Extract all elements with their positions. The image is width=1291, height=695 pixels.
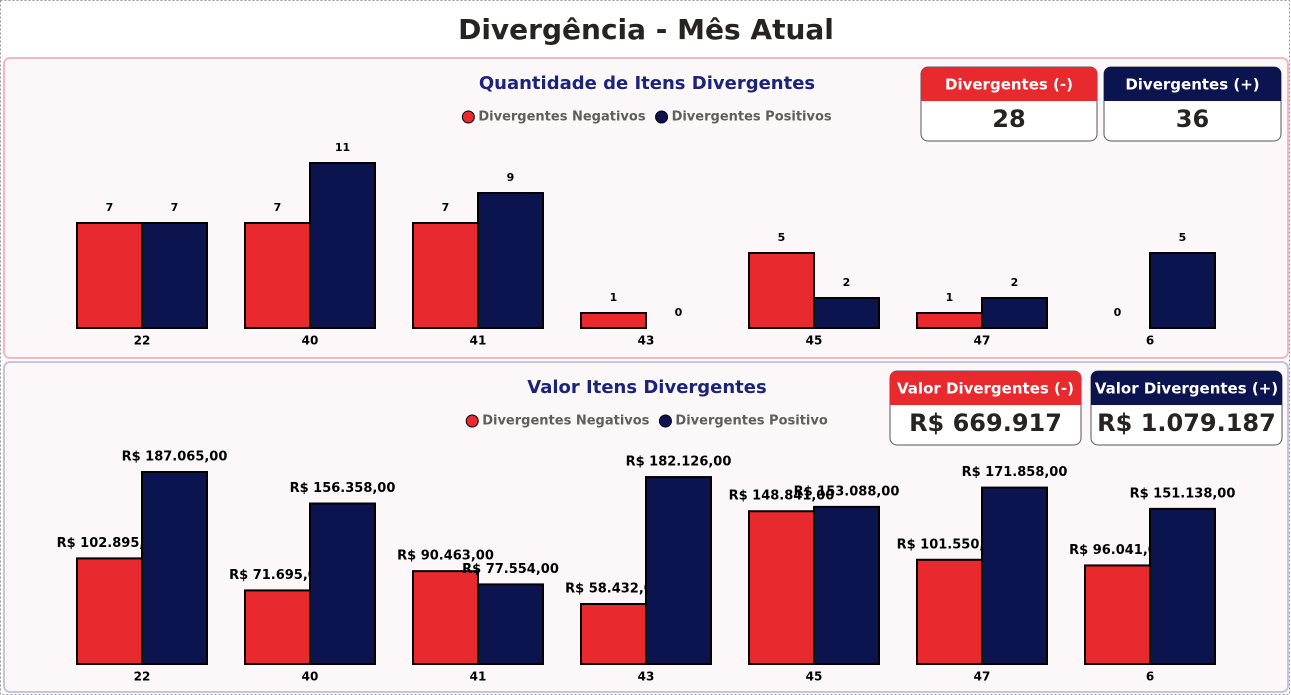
bar xyxy=(916,558,983,666)
bar xyxy=(141,222,208,329)
legend-label: Divergentes Negativos xyxy=(478,110,645,125)
legend: Divergentes Negativos Divergentes Positiv… xyxy=(461,110,832,125)
bar xyxy=(412,222,479,329)
bar xyxy=(580,312,647,329)
x-tick-label: 43 xyxy=(638,670,655,684)
x-tick-label: 47 xyxy=(974,670,991,684)
legend-label: Divergentes Negativos xyxy=(482,414,649,429)
bar xyxy=(76,222,143,329)
card-value: R$ 1.079.187 xyxy=(1097,409,1276,437)
bar xyxy=(244,589,311,665)
legend-marker xyxy=(655,110,669,124)
card-label: Valor Divergentes (-) xyxy=(897,380,1074,398)
x-tick-label: 22 xyxy=(134,670,151,684)
bar xyxy=(580,603,647,665)
value-label: 7 xyxy=(442,201,450,214)
bar xyxy=(813,505,880,665)
value-label: 1 xyxy=(610,291,618,304)
value-label: R$ 171.858,00 xyxy=(962,465,1068,480)
value-label: 9 xyxy=(507,171,515,184)
bar xyxy=(645,476,712,666)
bar xyxy=(748,510,815,665)
card-value: 28 xyxy=(992,105,1025,133)
chart-title: Valor Itens Divergentes xyxy=(527,377,766,398)
bar xyxy=(76,557,143,665)
x-tick-label: 45 xyxy=(806,670,823,684)
legend-label: Divergentes Positivo xyxy=(675,414,827,429)
value-label: R$ 71.695,00 xyxy=(229,568,326,583)
x-tick-label: 40 xyxy=(302,670,319,684)
value-label: R$ 151.138,00 xyxy=(1130,486,1236,501)
value-label: R$ 90.463,00 xyxy=(397,549,494,564)
value-label: R$ 96.041,00 xyxy=(1069,543,1166,558)
card-header xyxy=(890,371,1081,405)
chart-title: Quantidade de Itens Divergentes xyxy=(479,73,815,94)
card-value: R$ 669.917 xyxy=(909,409,1062,437)
legend-marker xyxy=(658,414,672,428)
value-label: R$ 101.550,00 xyxy=(897,537,1003,552)
value-label: R$ 58.432,00 xyxy=(565,582,662,597)
bar xyxy=(244,222,311,329)
legend-marker xyxy=(461,110,475,124)
page-title: Divergência - Mês Atual xyxy=(458,13,834,46)
value-label: 7 xyxy=(106,201,114,214)
bar xyxy=(477,192,544,329)
value-label: 11 xyxy=(335,141,350,154)
value-label: 2 xyxy=(843,276,851,289)
value-label: 5 xyxy=(778,231,786,244)
bar xyxy=(981,297,1048,329)
value-label: 7 xyxy=(274,201,282,214)
value-label: 0 xyxy=(675,306,683,319)
bar xyxy=(1084,564,1151,665)
value-label: 1 xyxy=(946,291,954,304)
value-label: 0 xyxy=(1114,306,1122,319)
x-tick-label: 43 xyxy=(638,334,655,348)
card-label: Divergentes (+) xyxy=(1125,76,1259,94)
x-tick-label: 47 xyxy=(974,334,991,348)
bar xyxy=(412,570,479,665)
card-label: Divergentes (-) xyxy=(945,76,1073,94)
x-tick-label: 6 xyxy=(1146,334,1154,348)
bar xyxy=(477,583,544,665)
bar xyxy=(309,162,376,329)
bar xyxy=(981,486,1048,665)
value-label: R$ 102.895,00 xyxy=(57,536,163,551)
bar xyxy=(813,297,880,329)
bar xyxy=(916,312,983,329)
bar xyxy=(141,471,208,665)
value-label: R$ 77.554,00 xyxy=(462,562,559,577)
card-header xyxy=(921,67,1097,101)
legend-marker xyxy=(465,414,479,428)
card-header xyxy=(1104,67,1281,101)
bar xyxy=(1149,507,1216,665)
value-label: R$ 156.358,00 xyxy=(290,481,396,496)
value-label: 5 xyxy=(1179,231,1187,244)
value-label: R$ 153.088,00 xyxy=(794,484,900,499)
x-tick-label: 41 xyxy=(470,670,487,684)
x-tick-label: 45 xyxy=(806,334,823,348)
value-label: R$ 182.126,00 xyxy=(626,455,732,470)
bar xyxy=(309,502,376,665)
value-label: 2 xyxy=(1011,276,1019,289)
x-tick-label: 41 xyxy=(470,334,487,348)
legend-label: Divergentes Positivos xyxy=(672,110,832,125)
card-label: Valor Divergentes (+) xyxy=(1095,380,1278,398)
card-value: 36 xyxy=(1176,105,1209,133)
bar xyxy=(1149,252,1216,329)
x-tick-label: 40 xyxy=(302,334,319,348)
card-header xyxy=(1091,371,1282,405)
value-label: R$ 187.065,00 xyxy=(122,450,228,465)
x-tick-label: 6 xyxy=(1146,670,1154,684)
value-label: 7 xyxy=(171,201,179,214)
bar xyxy=(748,252,815,329)
value-label: R$ 148.841,00 xyxy=(729,489,835,504)
legend: Divergentes Negativos Divergentes Positiv… xyxy=(465,414,828,429)
x-tick-label: 22 xyxy=(134,334,151,348)
